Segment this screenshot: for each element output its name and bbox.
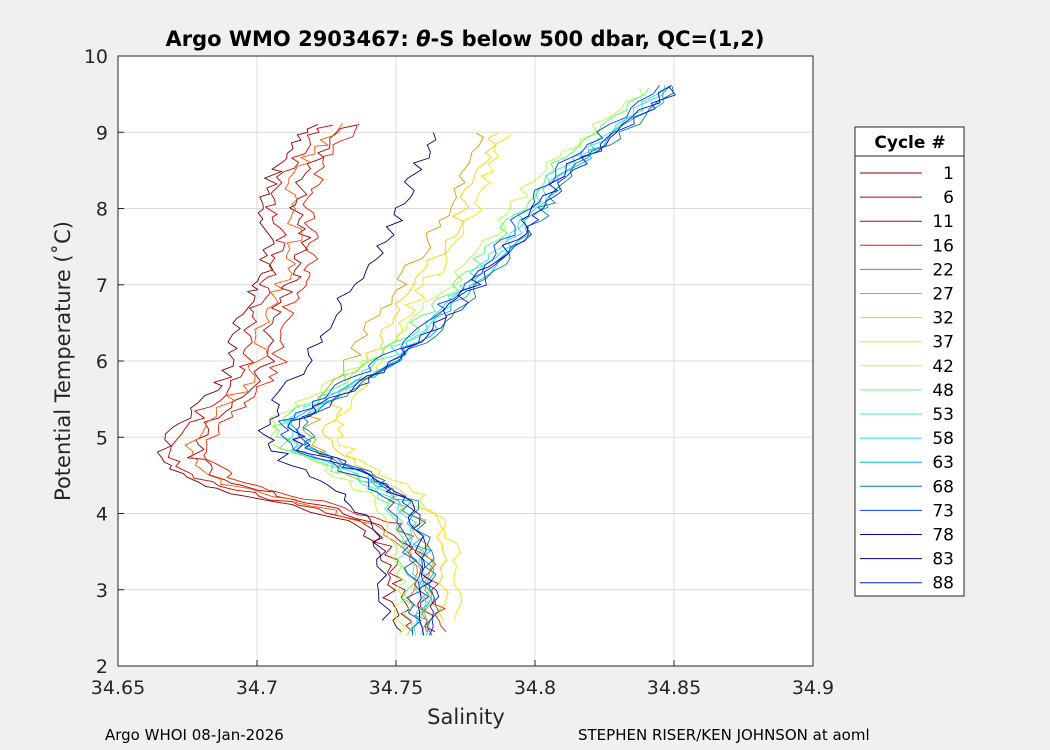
legend-label: 22 [932,260,954,280]
legend-label: 37 [932,333,954,353]
series-line-cycle-88 [296,86,676,636]
legend-label: 42 [932,357,954,377]
series-line-cycle-6 [187,124,436,633]
x-tick-label: 34.65 [91,677,145,699]
y-tick-label: 6 [96,351,108,373]
legend-label: 63 [932,453,954,473]
legend-title: Cycle # [874,133,945,153]
legend: Cycle # 16111622273237424853586368737883… [854,126,965,597]
x-tick-label: 34.8 [514,677,556,699]
series-layer [156,84,676,636]
footer-right: STEPHEN RISER/KEN JOHNSON at aoml [578,726,870,744]
x-tick-label: 34.85 [647,677,701,699]
x-tick-label: 34.7 [236,677,278,699]
legend-label: 32 [932,309,954,329]
y-tick-label: 7 [96,275,108,297]
y-tick-label: 2 [96,656,108,678]
legend-label: 88 [932,574,954,594]
y-axis-label: Potential Temperature (˚C) [51,221,75,501]
legend-label: 1 [943,164,954,184]
y-tick-label: 9 [96,122,108,144]
chart-title: Argo WMO 2903467: θ-S below 500 dbar, QC… [165,27,764,51]
legend-label: 68 [932,477,954,497]
x-tick-label: 34.9 [792,677,834,699]
x-tick-label: 34.75 [369,677,423,699]
series-line-cycle-22 [184,123,428,632]
x-axis-label: Salinity [427,705,505,729]
footer-left: Argo WHOI 08-Jan-2026 [105,726,284,744]
legend-label: 27 [932,285,954,305]
series-line-cycle-83 [257,132,437,621]
legend-label: 58 [932,429,954,449]
y-tick-label: 3 [96,580,108,602]
y-tick-label: 4 [96,504,108,526]
legend-box [854,126,965,597]
legend-label: 78 [932,526,954,546]
series-line-cycle-68 [302,86,674,636]
series-line-cycle-73 [278,85,660,636]
legend-label: 53 [932,405,954,425]
legend-label: 48 [932,381,954,401]
series-line-cycle-78 [287,85,672,636]
series-line-cycle-53 [287,85,670,636]
series-line-cycle-42 [269,87,644,636]
legend-label: 6 [943,188,954,208]
y-tick-label: 10 [84,46,108,68]
y-tick-label: 5 [96,427,108,449]
series-line-cycle-32 [321,132,499,621]
axis-ticks: 34.65 34.7 34.75 34.8 34.85 34.9 2 3 4 5 6 7 8 9 10 [84,46,834,699]
legend-label: 73 [932,501,954,521]
series-line-cycle-63 [289,84,672,636]
y-tick-label: 8 [96,199,108,221]
legend-label: 11 [932,212,954,232]
series-line-cycle-1 [156,123,402,633]
legend-label: 83 [932,550,954,570]
legend-label: 16 [932,236,954,256]
